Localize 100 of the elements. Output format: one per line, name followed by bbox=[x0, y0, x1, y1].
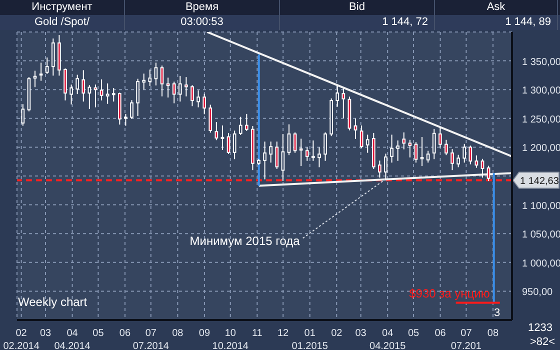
candlestick bbox=[408, 139, 412, 158]
x-tick-label: 01 01.2015 bbox=[292, 328, 328, 350]
candlestick bbox=[390, 134, 394, 164]
candlestick bbox=[160, 65, 164, 97]
candlestick bbox=[196, 90, 200, 108]
candlestick bbox=[178, 75, 182, 102]
x-tick-label: 04 04.2015 bbox=[370, 328, 406, 350]
x-tick-label: 03 bbox=[40, 328, 52, 339]
candlestick bbox=[462, 143, 466, 164]
candlestick bbox=[244, 113, 248, 132]
candlestick bbox=[172, 81, 176, 104]
candlestick bbox=[456, 154, 460, 168]
candlestick bbox=[396, 140, 400, 162]
x-tick-label: 09 bbox=[198, 328, 210, 339]
x-tick-label: 03 bbox=[355, 328, 367, 339]
candlestick bbox=[202, 93, 206, 115]
text: 1233 bbox=[528, 322, 552, 335]
candlestick bbox=[190, 84, 194, 107]
candlestick bbox=[208, 104, 212, 134]
candlestick bbox=[220, 124, 224, 150]
candlestick bbox=[106, 82, 110, 104]
candlestick bbox=[360, 124, 364, 149]
candlestick bbox=[354, 118, 358, 140]
candlestick bbox=[70, 84, 73, 105]
candlestick bbox=[94, 84, 98, 108]
text: 1 144, 89 bbox=[435, 15, 558, 30]
candlestick bbox=[366, 134, 370, 154]
candlestick bbox=[486, 165, 490, 182]
candlestick bbox=[318, 146, 321, 168]
candlestick bbox=[414, 142, 418, 164]
candlestick bbox=[299, 138, 303, 167]
candlestick bbox=[130, 100, 134, 120]
text: Gold /Spot/ bbox=[0, 15, 125, 30]
x-tick-label: 10 10.2014 bbox=[212, 328, 249, 350]
candlestick bbox=[184, 76, 188, 97]
x-tick-label: 02 02.2014 bbox=[3, 328, 40, 350]
y-tick-label: 950,00 bbox=[522, 287, 554, 298]
candlestick bbox=[88, 84, 92, 110]
candlestick bbox=[33, 70, 37, 88]
text: Ask bbox=[435, 0, 558, 15]
candlestick bbox=[305, 146, 309, 162]
candlestick bbox=[444, 139, 448, 156]
candlestick bbox=[82, 70, 86, 102]
annotation: 3 bbox=[494, 307, 500, 320]
candlestick bbox=[100, 78, 104, 101]
candlestick bbox=[324, 132, 327, 162]
candlestick bbox=[166, 77, 170, 98]
candlestick bbox=[432, 128, 436, 160]
candlestick bbox=[402, 132, 406, 150]
x-tick-label: 06 bbox=[119, 328, 131, 339]
x-tick-label: 07 07.201 bbox=[450, 328, 482, 350]
candlestick bbox=[312, 140, 315, 162]
x-tick-label: 07 07.2014 bbox=[132, 328, 170, 350]
candlestick bbox=[426, 150, 430, 164]
candlestick bbox=[420, 136, 424, 167]
candlestick bbox=[293, 132, 297, 154]
candlestick bbox=[275, 141, 279, 170]
text: 1 144, 72 bbox=[280, 15, 435, 30]
annotation: Weekly chart bbox=[18, 295, 88, 309]
candlestick bbox=[450, 148, 454, 171]
candlestick bbox=[142, 73, 146, 90]
text: Время bbox=[125, 0, 280, 15]
annotation: $930 за унцию bbox=[409, 286, 490, 301]
x-tick-label: 02 bbox=[331, 328, 343, 339]
candlestick bbox=[45, 56, 49, 74]
candlestick bbox=[64, 68, 67, 101]
candlestick bbox=[154, 62, 158, 86]
x-tick-label: 12 bbox=[278, 328, 290, 339]
candlestick bbox=[384, 153, 388, 180]
candlestick bbox=[468, 145, 472, 165]
x-tick-label: 11 bbox=[252, 328, 263, 339]
candlestick bbox=[226, 132, 230, 154]
x-tick-label: 05 bbox=[408, 328, 420, 339]
annotation: Минимум 2015 года bbox=[190, 234, 300, 248]
x-tick-label: 08 bbox=[487, 328, 499, 339]
candlestick bbox=[214, 122, 218, 141]
text: Bid bbox=[280, 0, 435, 15]
x-tick-label: 04 04.2014 bbox=[54, 328, 91, 350]
x-tick-label: 05 bbox=[92, 328, 104, 339]
candlestick bbox=[39, 62, 43, 82]
text: >82< bbox=[530, 336, 556, 349]
x-tick-label: 06 bbox=[434, 328, 446, 339]
candlestick bbox=[336, 85, 340, 108]
candlestick bbox=[287, 124, 291, 156]
text: 03:00:53 bbox=[125, 15, 280, 30]
candlestick bbox=[76, 74, 80, 95]
candlestick bbox=[148, 69, 152, 86]
candlestick bbox=[269, 141, 273, 164]
ref-line-label: 1 142,63 bbox=[520, 176, 560, 188]
text: Инструмент bbox=[0, 0, 125, 15]
candlestick bbox=[480, 158, 484, 178]
candlestick bbox=[124, 113, 128, 126]
candlestick bbox=[378, 160, 382, 178]
candlestick bbox=[263, 141, 266, 180]
candlestick bbox=[21, 104, 25, 126]
candlestick bbox=[136, 78, 140, 116]
candlestick bbox=[238, 116, 242, 136]
candlestick bbox=[342, 88, 346, 119]
candlestick bbox=[51, 38, 55, 76]
x-tick-label: 08 bbox=[172, 328, 184, 339]
